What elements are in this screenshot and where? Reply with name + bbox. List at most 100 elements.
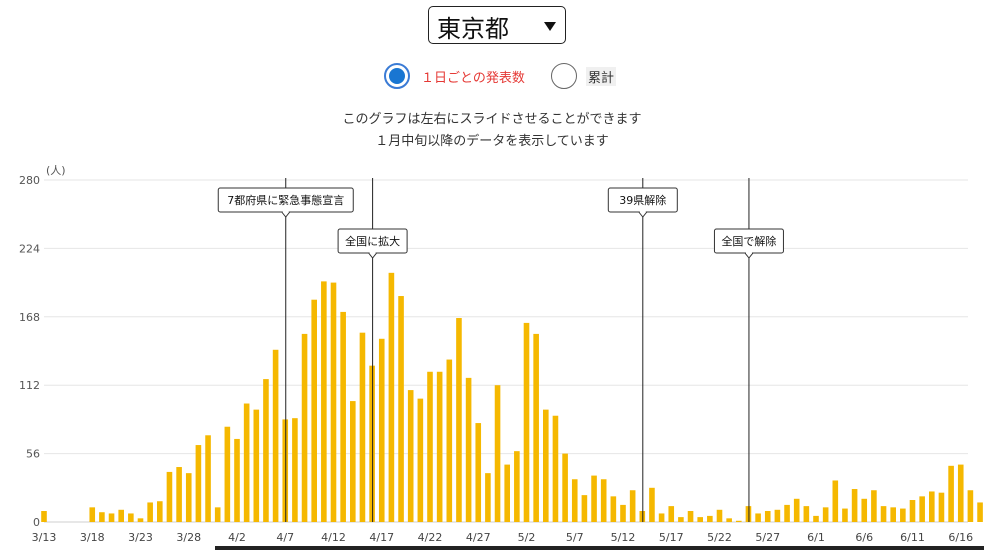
bar [697, 517, 703, 522]
x-tick-label: 3/13 [32, 531, 57, 544]
bar [485, 473, 491, 522]
bar [909, 500, 916, 522]
bar [842, 508, 848, 522]
bar [205, 435, 211, 522]
bar [707, 515, 713, 522]
annotation-label: 全国で解除 [721, 234, 776, 248]
range-note: １月中旬以降のデータを表示しています [375, 134, 609, 149]
y-tick-label: 0 [33, 516, 40, 529]
bar [900, 508, 906, 522]
bar [784, 504, 790, 522]
bar [185, 473, 192, 522]
bar [591, 475, 597, 522]
bar [851, 489, 858, 522]
bar [89, 507, 96, 522]
x-tick-label: 5/27 [755, 531, 780, 544]
bar [340, 311, 346, 522]
bar [407, 390, 414, 522]
bar [378, 338, 385, 522]
bar [774, 509, 781, 522]
bar [610, 496, 617, 522]
y-tick-label: 224 [19, 242, 40, 255]
x-tick-label: 4/17 [369, 531, 394, 544]
bar [359, 332, 366, 522]
bar [465, 377, 472, 522]
bar [108, 513, 115, 522]
bar [649, 487, 655, 522]
x-tick-label: 6/16 [948, 531, 973, 544]
x-tick-label: 5/7 [566, 531, 584, 544]
bar [533, 333, 539, 522]
bar [195, 445, 202, 522]
bar [571, 479, 578, 522]
y-tick-label: 168 [19, 311, 40, 324]
x-tick-label: 6/11 [900, 531, 925, 544]
bar [600, 479, 607, 522]
x-tick-label: 3/28 [176, 531, 201, 544]
y-tick-label: 112 [19, 379, 40, 392]
radio-daily-circle-icon [384, 63, 410, 89]
bar [350, 401, 356, 522]
bar [736, 520, 742, 522]
bar [456, 318, 462, 522]
bar [687, 511, 694, 522]
bar [436, 371, 443, 522]
bar [176, 467, 182, 522]
bar [234, 438, 240, 522]
bar [523, 322, 530, 522]
bar [668, 506, 675, 522]
bar [388, 272, 395, 522]
bar [562, 453, 568, 522]
bar [427, 371, 433, 522]
bar [166, 471, 173, 522]
bar [755, 513, 761, 522]
x-tick-label: 4/7 [276, 531, 294, 544]
bar [214, 507, 221, 522]
bar [224, 426, 231, 522]
bar [822, 507, 829, 522]
x-tick-label: 5/2 [518, 531, 536, 544]
bar [764, 511, 771, 522]
x-tick-label: 5/12 [611, 531, 636, 544]
bar [330, 282, 337, 522]
bar [243, 403, 250, 522]
bar [99, 512, 105, 522]
x-tick-label: 6/6 [855, 531, 873, 544]
bar [369, 365, 375, 522]
bar [552, 415, 559, 522]
y-unit-label: (人) [46, 164, 66, 177]
bar [494, 385, 501, 522]
bar [417, 398, 424, 522]
x-tick-label: 3/18 [80, 531, 105, 544]
x-tick-label: 6/1 [807, 531, 825, 544]
bar [543, 409, 549, 522]
prefecture-select[interactable]: 東京都 [428, 6, 566, 44]
x-tick-label: 3/23 [128, 531, 153, 544]
bar [919, 496, 925, 522]
y-tick-label: 56 [26, 448, 40, 461]
bar [41, 511, 47, 522]
x-tick-label: 4/22 [418, 531, 443, 544]
bar [967, 490, 974, 522]
x-tick-label: 4/2 [228, 531, 246, 544]
bar [301, 333, 308, 522]
bar [514, 451, 520, 522]
bar [880, 506, 887, 522]
bar [658, 513, 665, 522]
bar [398, 296, 404, 522]
y-tick-label: 280 [19, 174, 40, 187]
bar [929, 491, 935, 522]
bar [726, 518, 732, 522]
bar [629, 490, 636, 522]
bar [446, 359, 453, 522]
prefecture-select-value: 東京都 [437, 15, 509, 43]
bar [803, 506, 810, 522]
bar [861, 498, 868, 522]
radio-daily-label: １日ごとの発表数 [421, 71, 525, 86]
bar [272, 349, 279, 522]
bar [977, 502, 983, 522]
slide-note: このグラフは左右にスライドさせることができます [342, 112, 642, 127]
bar [128, 513, 134, 522]
bar [253, 409, 260, 522]
